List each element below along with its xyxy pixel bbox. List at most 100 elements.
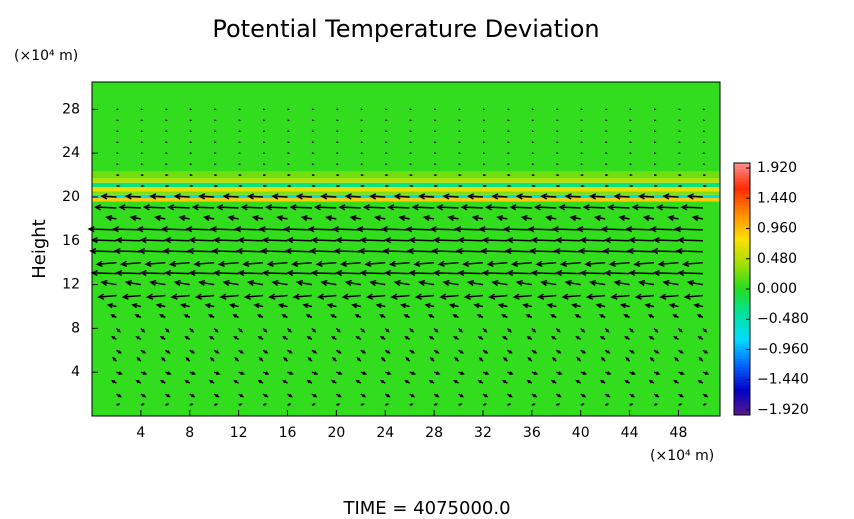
- wind-arrow: [604, 393, 611, 398]
- wind-arrow: [466, 279, 484, 287]
- wind-arrow: [535, 260, 557, 268]
- wind-arrow: [556, 174, 560, 177]
- colorbar-swatch: [734, 235, 750, 239]
- wind-arrow: [555, 236, 581, 244]
- colorbar-swatch: [734, 163, 750, 167]
- wind-arrow: [362, 204, 386, 211]
- colorbar-swatch: [734, 244, 750, 248]
- colorbar-swatch: [734, 376, 750, 380]
- wind-arrow: [287, 371, 294, 375]
- wind-arrow: [140, 371, 148, 375]
- colorbar-swatch: [734, 346, 750, 350]
- wind-arrow: [283, 356, 289, 362]
- wind-arrow: [144, 260, 166, 268]
- wind-arrow: [164, 236, 190, 244]
- wind-arrow: [647, 314, 655, 319]
- field-band: [92, 198, 720, 202]
- wind-arrow: [585, 293, 606, 300]
- wind-arrow: [116, 349, 122, 354]
- chart-title: Potential Temperature Deviation: [212, 15, 599, 43]
- wind-arrow: [673, 336, 679, 340]
- wind-arrow: [454, 356, 460, 362]
- wind-arrow: [242, 260, 264, 268]
- wind-arrow: [333, 247, 361, 255]
- wind-arrow: [214, 184, 219, 188]
- colorbar-swatch: [734, 223, 750, 227]
- wind-arrow: [603, 236, 630, 244]
- wind-arrow: [619, 302, 630, 309]
- wind-arrow: [507, 174, 511, 177]
- wind-arrow: [551, 356, 557, 362]
- x-tick-label: 16: [279, 425, 297, 441]
- wind-arrow: [702, 393, 709, 398]
- wind-arrow: [691, 214, 704, 222]
- wind-arrow: [507, 349, 513, 354]
- wind-arrow: [580, 371, 588, 375]
- wind-arrow: [238, 174, 242, 177]
- wind-arrow: [502, 226, 532, 233]
- wind-arrow: [629, 184, 634, 188]
- colorbar-swatch: [734, 391, 750, 395]
- wind-arrow: [165, 403, 170, 406]
- wind-arrow: [605, 174, 609, 177]
- wind-arrow: [575, 379, 582, 384]
- wind-arrow: [434, 174, 438, 177]
- x-tick-label: 8: [185, 425, 194, 441]
- wind-arrow: [222, 279, 239, 287]
- wind-arrow: [262, 403, 268, 406]
- wind-arrow: [403, 314, 411, 319]
- wind-arrow: [159, 336, 166, 340]
- wind-arrow: [191, 204, 215, 211]
- wind-arrow: [522, 302, 532, 309]
- wind-arrow: [654, 174, 658, 177]
- wind-arrow: [466, 193, 484, 200]
- wind-arrow: [628, 269, 655, 277]
- colorbar-swatch: [734, 397, 750, 401]
- wind-arrow: [212, 236, 239, 244]
- colorbar-swatch: [734, 304, 750, 308]
- wind-arrow: [258, 226, 288, 233]
- colorbar-tick-label: 1.920: [757, 160, 797, 176]
- wind-arrow: [173, 279, 190, 287]
- wind-arrow: [360, 349, 367, 354]
- wind-arrow: [213, 327, 219, 333]
- wind-arrow: [167, 204, 190, 211]
- wind-arrow: [486, 260, 508, 268]
- field-band: [92, 171, 720, 179]
- wind-arrow: [697, 379, 704, 384]
- wind-arrow: [515, 193, 532, 200]
- colorbar-swatch: [734, 199, 750, 203]
- wind-arrow: [87, 226, 117, 233]
- wind-arrow: [262, 371, 270, 375]
- wind-arrow: [432, 236, 459, 244]
- wind-arrow: [698, 356, 704, 362]
- wind-arrow: [458, 327, 463, 333]
- wind-arrow: [165, 174, 169, 177]
- wind-arrow: [530, 269, 557, 277]
- wind-arrow: [100, 193, 117, 200]
- wind-arrow: [654, 184, 659, 188]
- wind-arrow: [383, 236, 410, 244]
- wind-arrow: [335, 393, 342, 398]
- wind-arrow: [648, 336, 655, 340]
- colorbar-swatch: [734, 382, 750, 386]
- wind-arrow: [183, 314, 191, 319]
- wind-arrow: [121, 293, 141, 300]
- y-tick-label: 28: [62, 101, 80, 117]
- wind-arrow: [540, 193, 557, 200]
- wind-arrow: [256, 314, 264, 319]
- wind-arrow: [682, 260, 703, 268]
- wind-arrow: [384, 371, 392, 375]
- wind-arrow: [555, 393, 562, 398]
- wind-arrow: [551, 226, 581, 233]
- colorbar-swatch: [734, 208, 750, 212]
- wind-arrow: [336, 184, 341, 188]
- wind-arrow: [155, 302, 166, 309]
- wind-arrow: [697, 336, 704, 340]
- wind-arrow: [93, 204, 117, 211]
- time-label: TIME = 4075000.0: [342, 498, 510, 519]
- wind-arrow: [482, 403, 487, 406]
- wind-arrow: [238, 327, 244, 333]
- colorbar-swatch: [734, 286, 750, 290]
- wind-arrow: [164, 269, 190, 277]
